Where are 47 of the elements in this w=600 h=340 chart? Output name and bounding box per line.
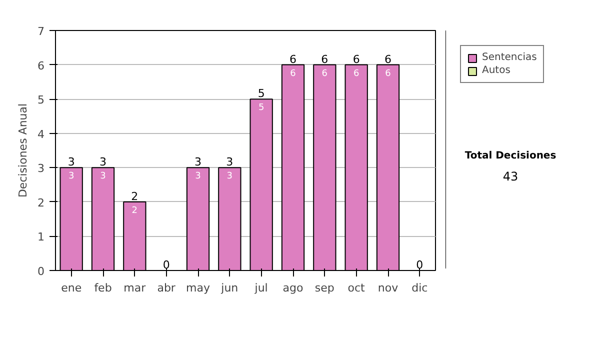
data-label: 6 bbox=[385, 68, 392, 79]
total-label: 5 bbox=[258, 87, 265, 100]
y-tick-label: 5 bbox=[38, 94, 44, 107]
y-tick-label: 2 bbox=[38, 196, 44, 210]
text: 43 bbox=[502, 169, 518, 184]
x-tick-label: mar bbox=[124, 282, 146, 294]
total-label: 3 bbox=[68, 156, 75, 169]
x-tick-label: ene bbox=[61, 282, 82, 294]
total-label: 0 bbox=[416, 258, 424, 272]
x-tick-label: oct bbox=[348, 282, 366, 294]
total-label: 6 bbox=[352, 52, 360, 66]
x-tick-label: dic bbox=[412, 282, 428, 294]
data-label: 2 bbox=[132, 206, 138, 216]
x-tick-label: abr bbox=[157, 282, 176, 294]
x-tick-label: jul bbox=[254, 282, 268, 294]
total-label: 3 bbox=[226, 156, 234, 169]
data-label: 6 bbox=[290, 68, 296, 79]
x-tick-label: feb bbox=[94, 282, 112, 294]
x-tick-label: nov bbox=[378, 282, 399, 294]
total-label: 6 bbox=[321, 52, 328, 66]
data-label: 5 bbox=[258, 103, 264, 114]
y-axis-title: Decisiones Anual bbox=[16, 103, 30, 198]
y-tick-label: 7 bbox=[38, 25, 44, 38]
legend-label: Autos bbox=[482, 65, 510, 76]
text: Total Decisiones bbox=[464, 150, 556, 162]
legend-label: Sentencias bbox=[482, 52, 537, 63]
total-label: 6 bbox=[384, 52, 392, 66]
y-tick-label: 6 bbox=[38, 59, 44, 72]
y-tick-label: 1 bbox=[38, 230, 44, 244]
total-label: 6 bbox=[290, 52, 296, 66]
data-label: 3 bbox=[68, 172, 74, 182]
data-label: 3 bbox=[195, 172, 201, 182]
data-label: 6 bbox=[353, 68, 360, 79]
x-tick-label: sep bbox=[314, 282, 334, 294]
x-tick-label: may bbox=[186, 282, 210, 294]
x-tick-label: jun bbox=[220, 282, 238, 294]
data-label: 3 bbox=[226, 172, 233, 182]
total-label: 2 bbox=[131, 190, 138, 203]
x-tick-label: ago bbox=[282, 282, 304, 294]
total-label: 0 bbox=[162, 258, 170, 272]
data-label: 6 bbox=[322, 68, 328, 79]
y-tick-label: 4 bbox=[38, 128, 44, 141]
y-tick-label: 0 bbox=[38, 265, 44, 278]
y-tick-label: 3 bbox=[38, 162, 44, 176]
total-label: 3 bbox=[100, 156, 106, 169]
total-label: 3 bbox=[194, 156, 202, 169]
data-label: 3 bbox=[100, 172, 106, 182]
